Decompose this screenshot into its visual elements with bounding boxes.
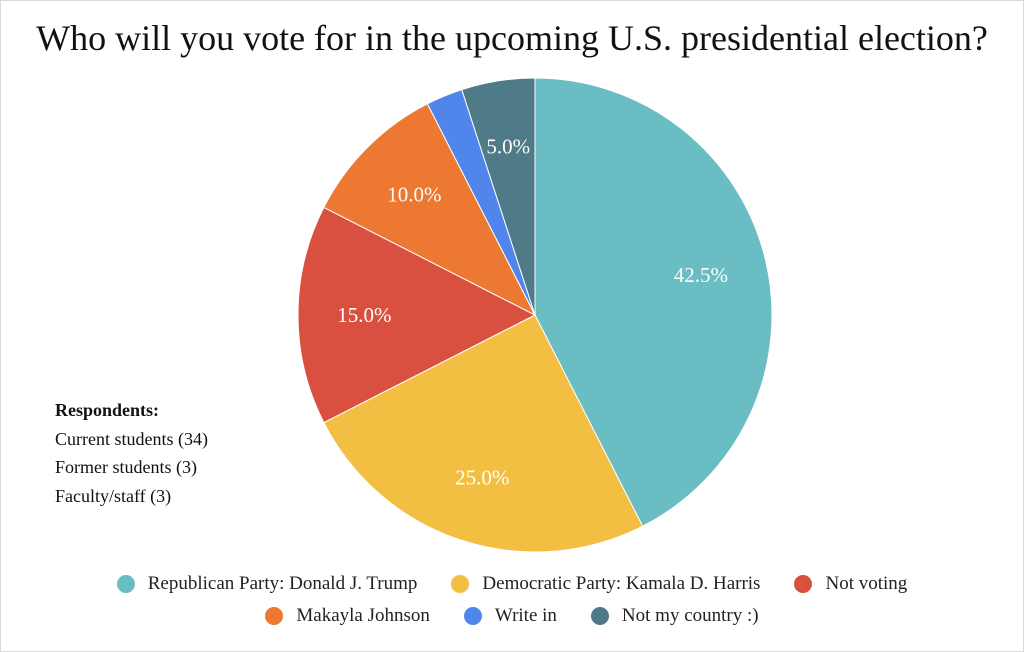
legend-item-trump[interactable]: Republican Party: Donald J. Trump xyxy=(116,573,418,595)
legend-label: Not my country :) xyxy=(621,605,759,626)
pie-slice-republican-party-donald-j-trump[interactable] xyxy=(534,77,773,527)
slice-label-democratic-party-kamala-d-harris: 25.0% xyxy=(455,465,509,489)
respondents-note: Respondents: Current students (34) Forme… xyxy=(55,396,208,510)
legend-swatch xyxy=(590,607,609,625)
legend-label: Democratic Party: Kamala D. Harris xyxy=(482,573,761,594)
legend-swatch xyxy=(463,607,482,625)
slice-label-not-my-country: 5.0% xyxy=(486,134,530,158)
legend-swatch xyxy=(794,575,813,593)
legend-label: Write in xyxy=(494,605,557,626)
respondents-line-former-students: Former students (3) xyxy=(55,457,197,477)
legend-item-makayla-johnson[interactable]: Makayla Johnson xyxy=(265,605,430,627)
slice-label-not-voting: 15.0% xyxy=(337,303,391,327)
legend-label: Republican Party: Donald J. Trump xyxy=(147,573,418,594)
pie-slice-not-my-country[interactable] xyxy=(461,77,536,316)
slice-label-republican-party-donald-j-trump: 42.5% xyxy=(674,263,728,287)
legend-row-1: Republican Party: Donald J. Trump Democr… xyxy=(0,568,1024,600)
legend-item-not-voting[interactable]: Not voting xyxy=(794,573,907,595)
chart-legend: Republican Party: Donald J. Trump Democr… xyxy=(0,568,1024,632)
respondents-title: Respondents: xyxy=(55,400,160,420)
pie-slice-makayla-johnson[interactable] xyxy=(323,103,537,317)
slice-label-makayla-johnson: 10.0% xyxy=(387,182,441,206)
legend-row-2: Makayla Johnson Write in Not my country … xyxy=(0,600,1024,632)
pie-slice-not-voting[interactable] xyxy=(297,206,537,424)
pie-slice-democratic-party-kamala-d-harris[interactable] xyxy=(323,314,644,553)
respondents-line-current-students: Current students (34) xyxy=(55,428,208,449)
legend-swatch xyxy=(265,607,284,625)
legend-label: Not voting xyxy=(825,573,908,594)
chart-title: Who will you vote for in the upcoming U.… xyxy=(36,18,988,58)
legend-item-write-in[interactable]: Write in xyxy=(463,605,557,627)
legend-item-harris[interactable]: Democratic Party: Kamala D. Harris xyxy=(451,573,760,595)
respondents-line-faculty-staff: Faculty/staff (3) xyxy=(55,485,172,506)
legend-label: Makayla Johnson xyxy=(296,605,430,626)
legend-swatch xyxy=(451,575,470,593)
legend-item-not-my-country[interactable]: Not my country :) xyxy=(590,605,759,627)
legend-swatch xyxy=(116,575,135,593)
